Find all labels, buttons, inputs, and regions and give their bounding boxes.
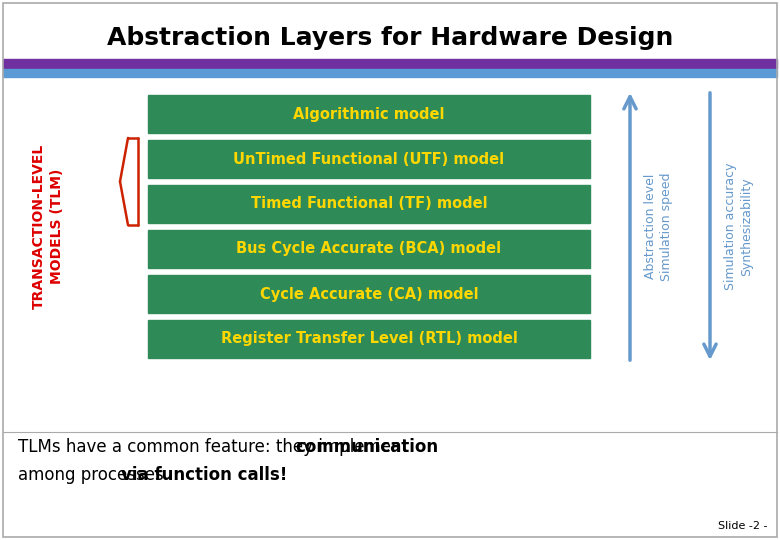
Text: among processes: among processes (18, 466, 169, 484)
Bar (148, 230, 590, 268)
Bar (3, 59, 777, 68)
Text: Abstraction Layers for Hardware Design: Abstraction Layers for Hardware Design (107, 26, 673, 50)
Bar (148, 275, 590, 313)
Text: communication: communication (296, 438, 438, 456)
Text: via function calls!: via function calls! (121, 466, 288, 484)
Text: Abstraction level
Simulation speed: Abstraction level Simulation speed (644, 172, 673, 281)
Text: TLMs have a common feature: they implement: TLMs have a common feature: they impleme… (18, 438, 413, 456)
Text: Slide -2 -: Slide -2 - (718, 521, 768, 531)
Bar (148, 320, 590, 358)
Text: Bus Cycle Accurate (BCA) model: Bus Cycle Accurate (BCA) model (236, 241, 502, 256)
Bar (148, 95, 590, 133)
Text: Register Transfer Level (RTL) model: Register Transfer Level (RTL) model (221, 332, 517, 347)
Text: Cycle Accurate (CA) model: Cycle Accurate (CA) model (260, 287, 478, 301)
Bar (3, 69, 777, 77)
Text: Algorithmic model: Algorithmic model (293, 106, 445, 122)
Text: Timed Functional (TF) model: Timed Functional (TF) model (250, 197, 488, 212)
Bar (148, 185, 590, 223)
Bar (148, 140, 590, 178)
Text: TRANSACTION-LEVEL
MODELS (TLM): TRANSACTION-LEVEL MODELS (TLM) (32, 144, 64, 309)
Text: UnTimed Functional (UTF) model: UnTimed Functional (UTF) model (233, 152, 505, 166)
Text: Simulation accuracy
Synthesizability: Simulation accuracy Synthesizability (724, 163, 753, 291)
